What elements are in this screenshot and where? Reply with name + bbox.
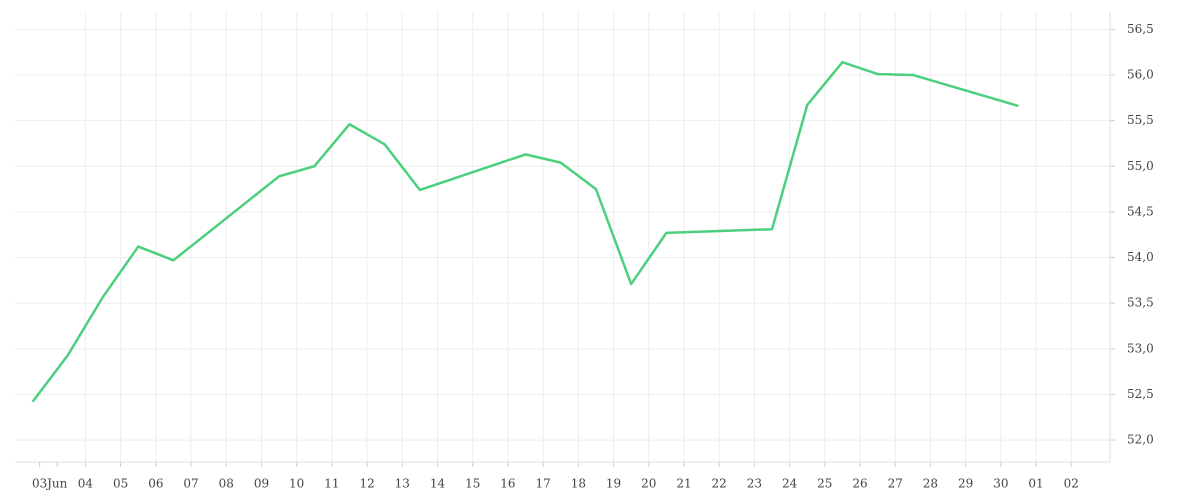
x-tick-label: 30 [993,477,1008,491]
x-tick-label: Jun [45,477,68,491]
y-tick-label: 52,0 [1127,433,1154,447]
y-tick-label: 54,0 [1127,250,1154,264]
x-tick-label: 12 [359,477,374,491]
x-tick-label: 15 [465,477,480,491]
x-tick-label: 14 [430,477,446,491]
x-tick-label: 25 [817,477,832,491]
y-tick-label: 54,5 [1127,204,1154,218]
x-tick-label: 26 [852,477,867,491]
x-tick-label: 02 [1064,477,1079,491]
x-tick-label: 03 [32,477,47,491]
x-tick-label: 01 [1028,477,1043,491]
y-tick-label: 55,5 [1127,113,1154,127]
x-tick-label: 11 [324,477,339,491]
x-tick-label: 23 [747,477,762,491]
x-tick-label: 17 [535,477,550,491]
x-tick-label: 24 [782,477,798,491]
y-tick-label: 55,0 [1127,159,1154,173]
y-tick-label: 53,5 [1127,296,1154,310]
x-tick-label: 04 [78,477,94,491]
y-tick-label: 52,5 [1127,387,1154,401]
x-tick-label: 06 [148,477,163,491]
x-tick-label: 16 [500,477,515,491]
x-tick-label: 05 [113,477,128,491]
x-tick-label: 10 [289,477,304,491]
y-tick-label: 56,0 [1127,67,1154,81]
x-tick-label: 18 [571,477,586,491]
x-tick-label: 09 [254,477,269,491]
x-tick-label: 19 [606,477,621,491]
x-tick-label: 08 [219,477,234,491]
x-tick-label: 27 [888,477,903,491]
y-tick-label: 53,0 [1127,341,1154,355]
y-tick-label: 56,5 [1127,22,1154,36]
x-tick-label: 21 [676,477,691,491]
x-tick-label: 07 [183,477,198,491]
x-tick-label: 13 [395,477,410,491]
x-tick-label: 20 [641,477,656,491]
x-tick-label: 22 [712,477,727,491]
line-series [31,60,1019,403]
x-tick-label: 29 [958,477,973,491]
x-tick-label: 28 [923,477,938,491]
